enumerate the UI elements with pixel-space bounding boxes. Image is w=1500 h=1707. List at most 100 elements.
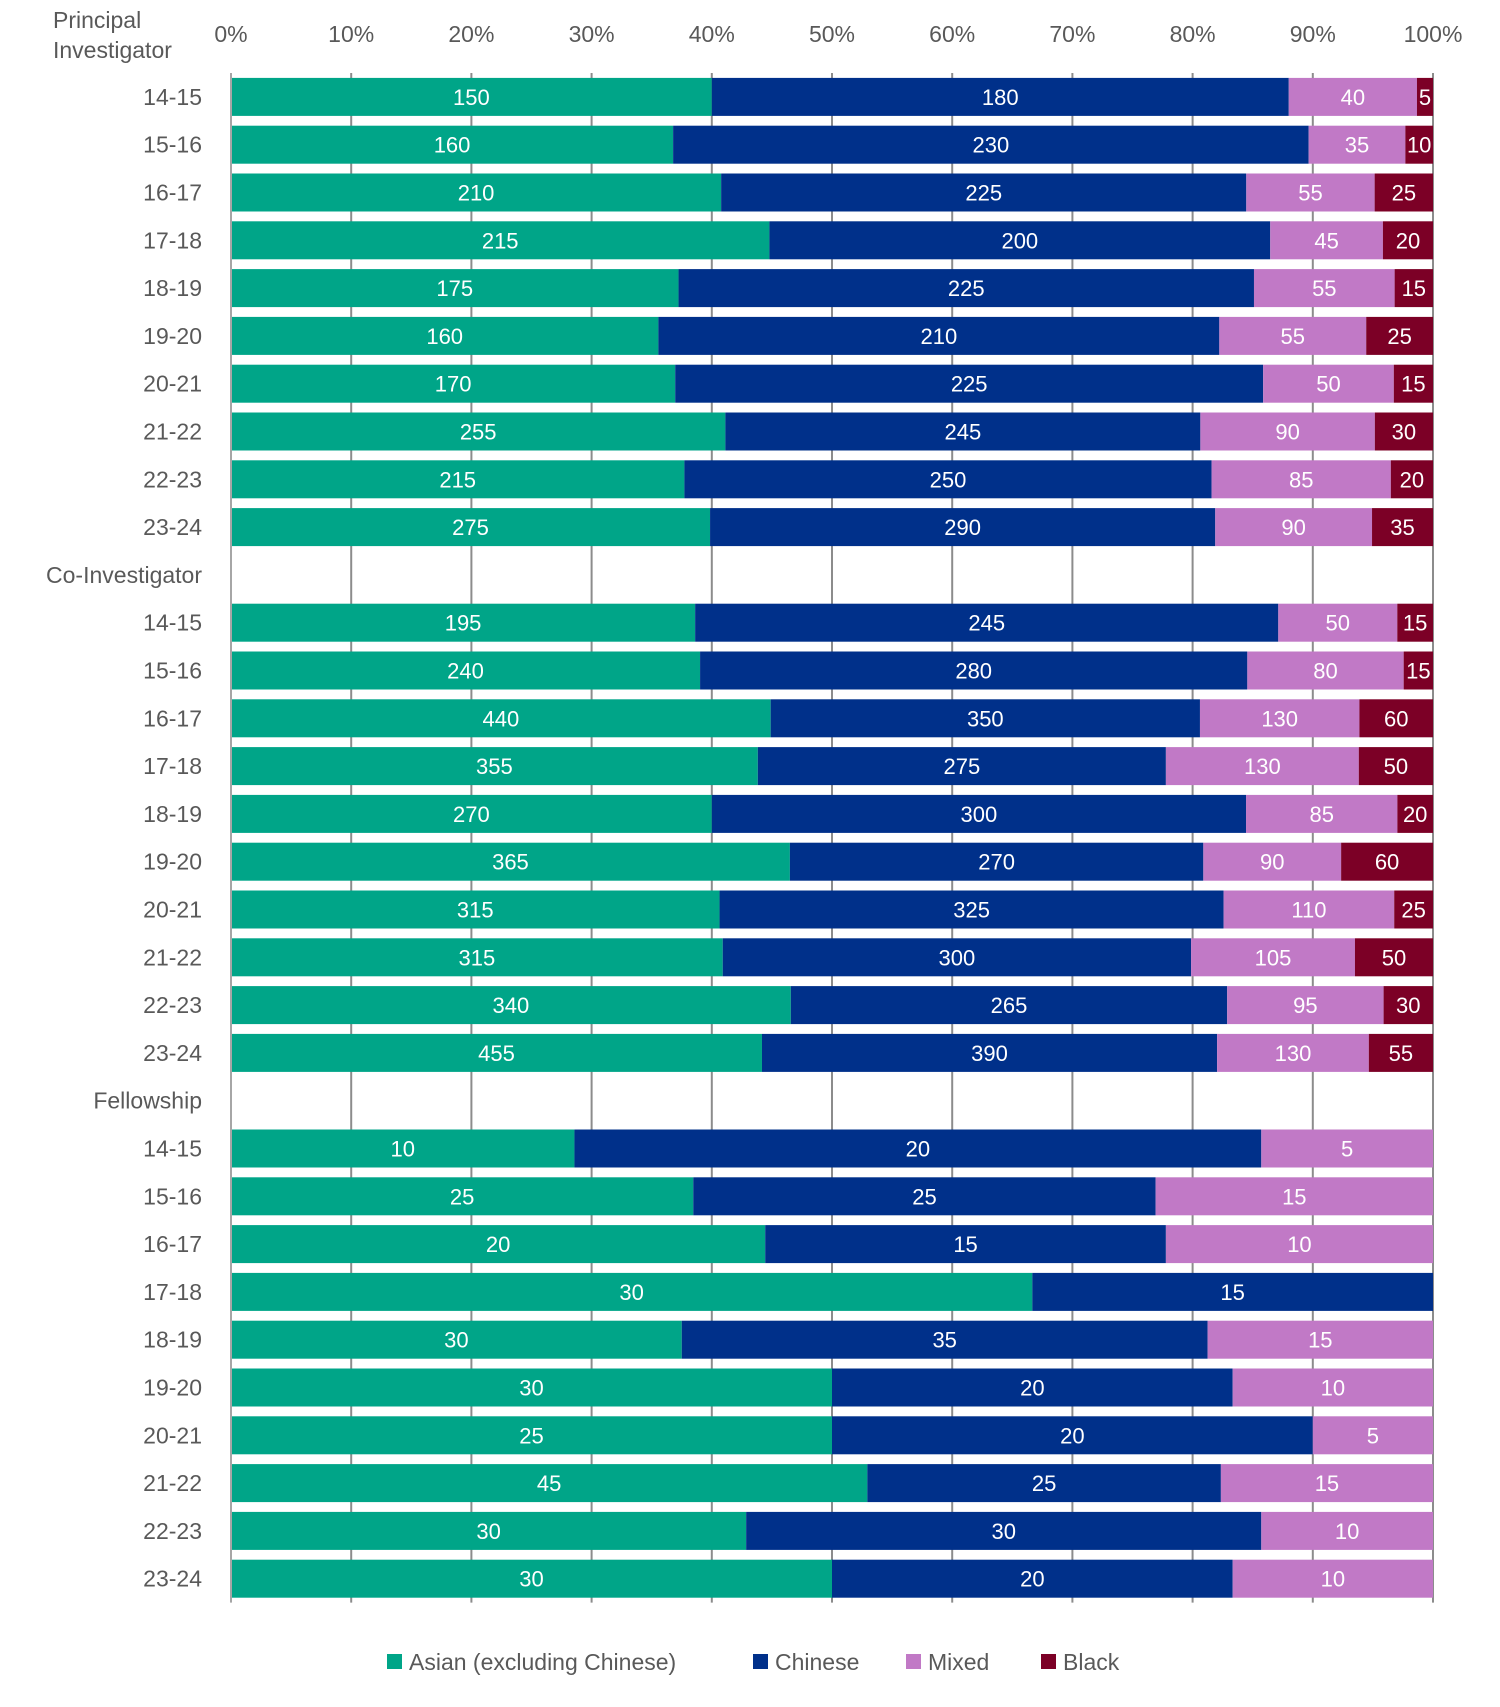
data-label: 15 [1308, 1328, 1332, 1353]
bar-segment-chinese [710, 508, 1216, 547]
data-label: 245 [945, 420, 982, 445]
data-label: 30 [519, 1376, 543, 1401]
data-label: 15 [1402, 276, 1426, 301]
bar-segment-mixed [1232, 1368, 1433, 1407]
data-label: 80 [1313, 659, 1337, 684]
category-label: 14-15 [143, 84, 202, 110]
bar-segment-black [1382, 221, 1433, 260]
bar-segment-asian [231, 1368, 832, 1407]
data-label: 10 [1407, 133, 1431, 158]
bar-segment-asian [231, 890, 720, 929]
data-label: 20 [1020, 1567, 1044, 1592]
group-label: Co-Investigator [46, 562, 202, 588]
category-label: 20-21 [143, 1422, 202, 1448]
bar-segment-mixed [1253, 269, 1395, 308]
x-tick-label: 30% [569, 21, 615, 47]
bar-segment-chinese [678, 269, 1254, 308]
bar-segment-asian [231, 221, 770, 260]
data-label: 25 [450, 1184, 474, 1209]
legend-label: Asian (excluding Chinese) [409, 1649, 676, 1675]
data-label: 25 [1032, 1471, 1056, 1496]
data-label: 455 [478, 1041, 515, 1066]
bar-segment-black [1390, 460, 1433, 499]
bar-segment-mixed [1278, 603, 1398, 642]
data-label: 30 [519, 1567, 543, 1592]
data-label: 210 [920, 324, 957, 349]
bars [231, 77, 1433, 1598]
bar-segment-black [1403, 651, 1433, 690]
category-label: 16-17 [143, 180, 202, 206]
x-tick-label: 0% [214, 21, 247, 47]
bar-segment-asian [231, 1464, 868, 1503]
bar-segment-asian [231, 1033, 762, 1072]
x-tick-label: 100% [1404, 21, 1463, 47]
data-label: 60 [1375, 850, 1399, 875]
data-label: 45 [1314, 228, 1338, 253]
data-label: 130 [1244, 754, 1281, 779]
data-label: 300 [939, 945, 976, 970]
data-label: 10 [1321, 1376, 1345, 1401]
bar-segment-asian [231, 412, 726, 451]
data-label: 315 [457, 898, 494, 923]
bar-segment-asian [231, 603, 696, 642]
bar-segment-mixed [1232, 1559, 1433, 1598]
data-label: 10 [390, 1137, 414, 1162]
bar-segment-asian [231, 508, 711, 547]
bar-segment-mixed [1220, 1464, 1433, 1503]
data-label: 90 [1260, 850, 1284, 875]
bar-segment-mixed [1312, 1416, 1433, 1455]
category-label: 17-18 [143, 753, 202, 779]
bar-segment-asian [231, 651, 701, 690]
bar-segment-asian [231, 986, 791, 1025]
bar-segment-mixed [1247, 651, 1404, 690]
bar-segment-black [1405, 125, 1433, 164]
category-label: 16-17 [143, 705, 202, 731]
bar-segment-chinese [675, 364, 1264, 403]
data-label: 20 [906, 1137, 930, 1162]
category-label: 22-23 [143, 992, 202, 1018]
bar-segment-black [1394, 890, 1433, 929]
bar-segment-mixed [1227, 986, 1384, 1025]
data-label: 35 [1345, 133, 1369, 158]
bar-segment-black [1397, 794, 1433, 833]
data-label: 270 [978, 850, 1015, 875]
data-label: 250 [930, 467, 967, 492]
bar-segment-asian [231, 1320, 682, 1359]
bar-segment-mixed [1207, 1320, 1433, 1359]
bar-segment-chinese [719, 890, 1224, 929]
data-label: 160 [434, 133, 471, 158]
bar-segment-chinese [721, 173, 1247, 212]
data-label: 35 [932, 1328, 956, 1353]
x-tick-label: 40% [689, 21, 735, 47]
x-tick-label: 50% [809, 21, 855, 47]
bar-segment-asian [231, 794, 712, 833]
bar-segment-asian [231, 1129, 575, 1168]
data-label: 55 [1389, 1041, 1413, 1066]
category-label: 23-24 [143, 514, 202, 540]
bar-segment-asian [231, 747, 758, 786]
data-label: 15 [1403, 611, 1427, 636]
category-label: 17-18 [143, 1279, 202, 1305]
data-label: 55 [1312, 276, 1336, 301]
data-label: 30 [476, 1519, 500, 1544]
bar-segment-black [1366, 316, 1433, 355]
bar-segment-chinese [695, 603, 1279, 642]
data-label: 265 [991, 993, 1028, 1018]
x-axis-tick-labels: 0% 10% 20% 30% 40% 50% 60% 70% 80% 90% 100% [214, 21, 1462, 47]
data-label: 110 [1291, 898, 1326, 923]
bar-segment-black [1383, 986, 1433, 1025]
data-label: 245 [968, 611, 1005, 636]
category-labels: Principal Investigator 14-15 15-16 16-17 17-1… [46, 7, 202, 1592]
data-label: 215 [482, 228, 519, 253]
data-label: 355 [476, 754, 513, 779]
bar-segment-chinese [789, 842, 1204, 881]
bar-segment-asian [231, 699, 771, 738]
category-label: 23-24 [143, 1040, 202, 1066]
category-label: 18-19 [143, 801, 202, 827]
bar-segment-chinese [770, 699, 1200, 738]
bar-segment-chinese [832, 1416, 1313, 1455]
x-tick-label: 70% [1049, 21, 1095, 47]
data-label: 60 [1384, 706, 1408, 731]
data-label: 215 [439, 467, 476, 492]
